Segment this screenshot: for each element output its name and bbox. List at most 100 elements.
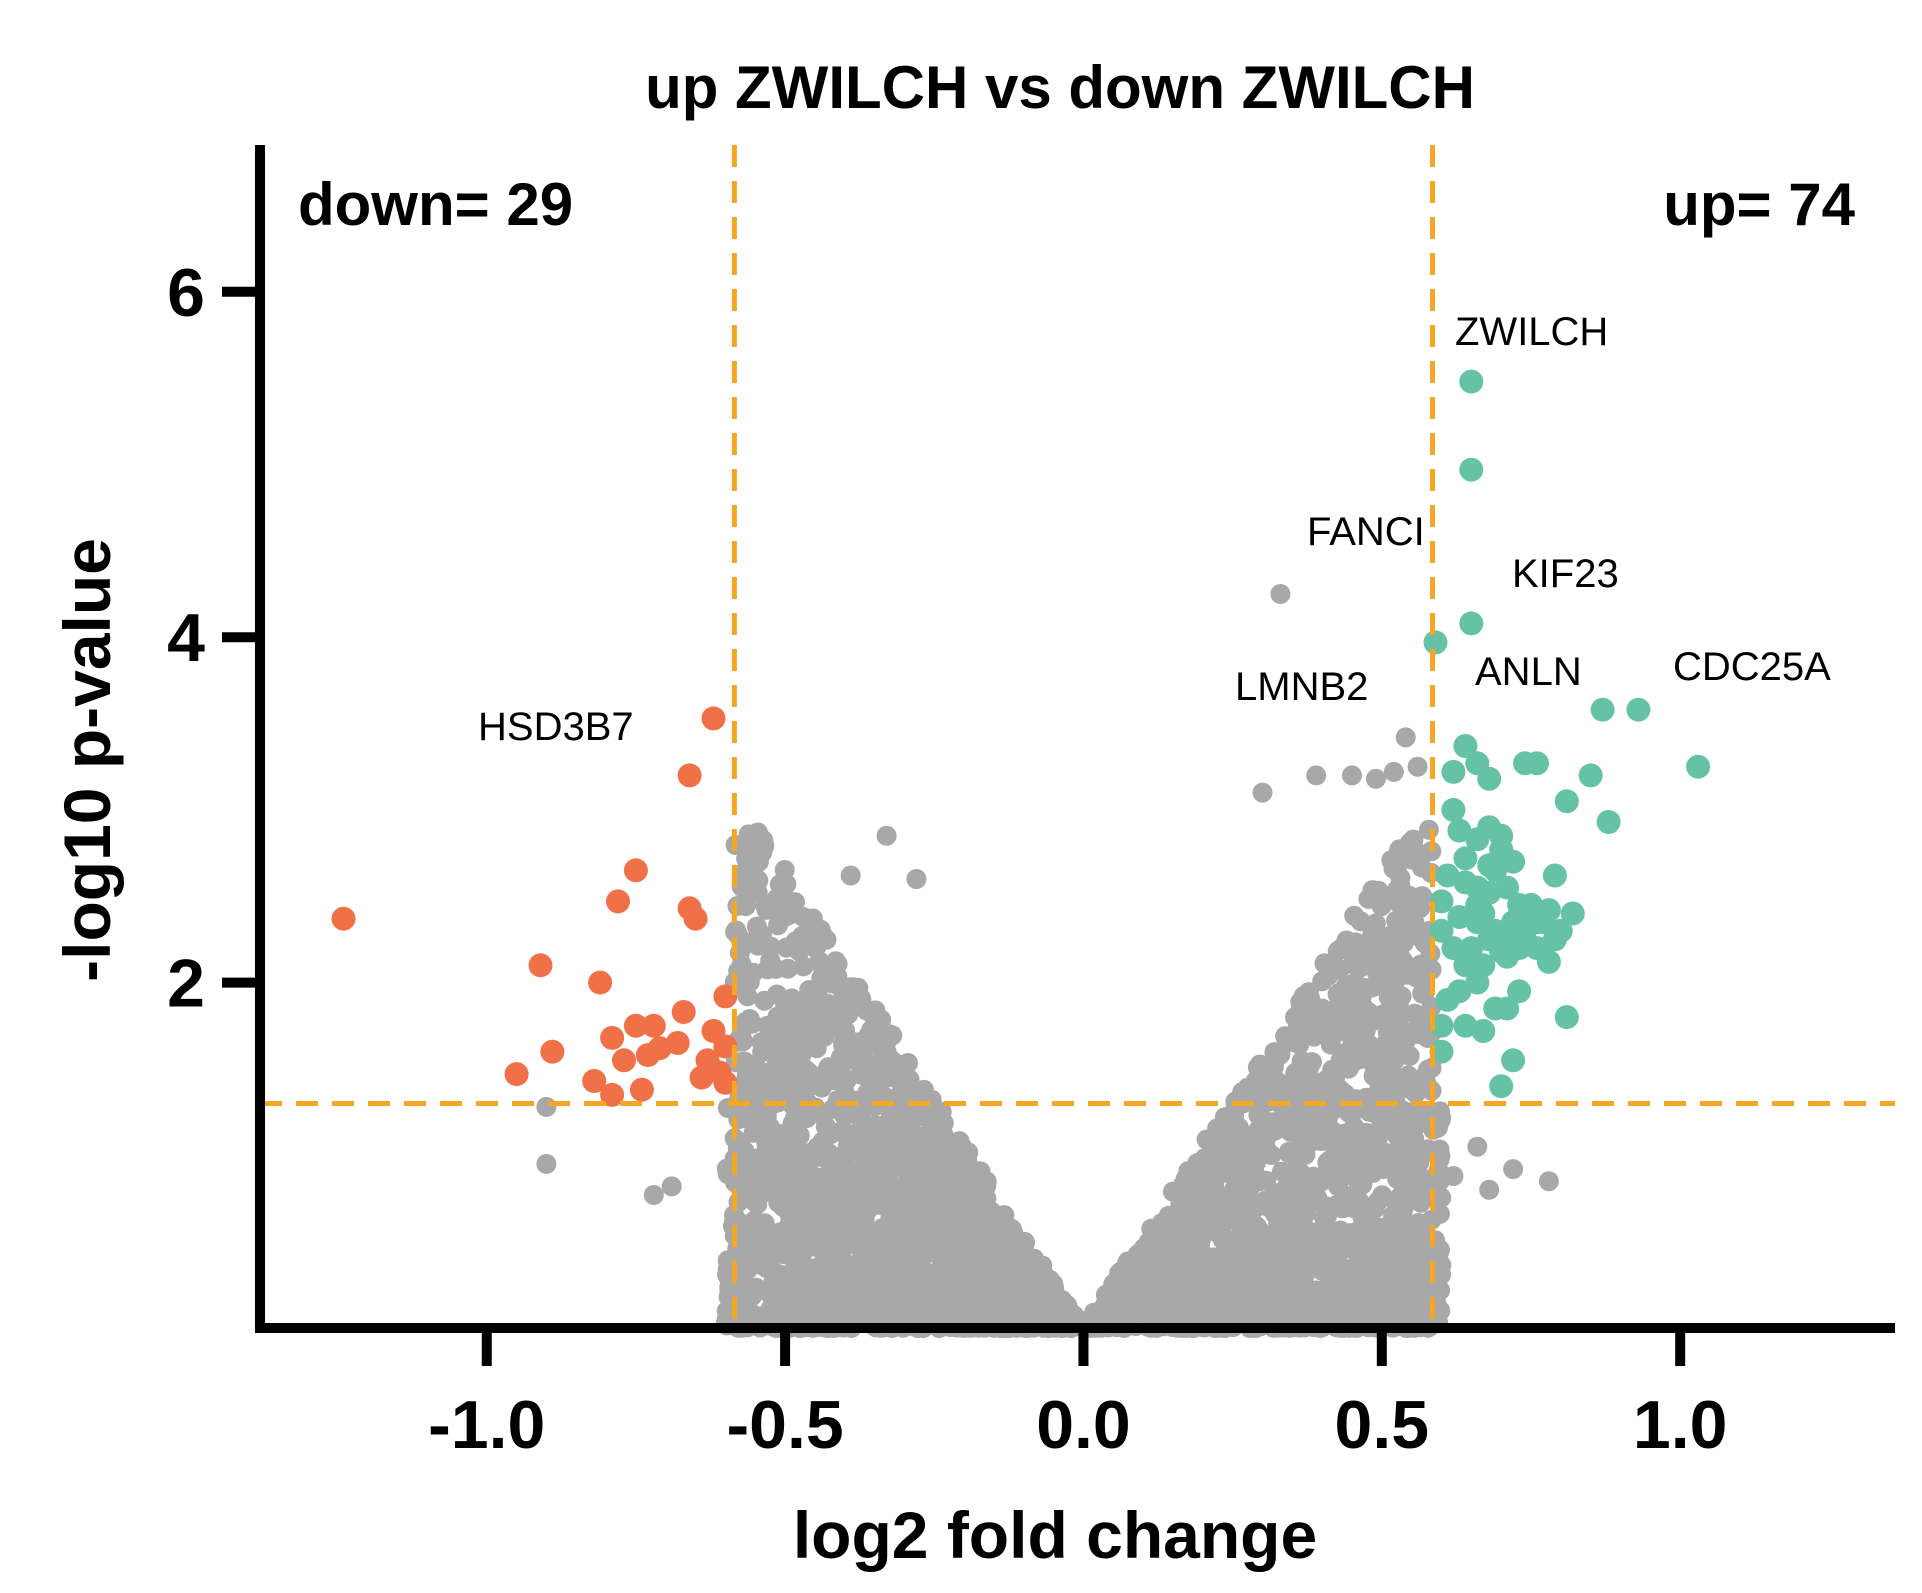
ns-point: [1239, 1177, 1260, 1198]
ns-point: [1405, 917, 1426, 938]
up-point: [1554, 1005, 1579, 1030]
ns-point: [728, 1192, 749, 1212]
ns-point: [828, 1288, 849, 1308]
axes: [222, 145, 1895, 1366]
ns-point: [1334, 1044, 1355, 1065]
ns-point: [1227, 1204, 1248, 1225]
ns-point: [763, 1272, 784, 1292]
ns-point: [795, 1278, 816, 1299]
gene-label-zwilch: ZWILCH: [1455, 310, 1608, 354]
up-point: [1459, 457, 1484, 482]
ns-point: [1392, 1020, 1413, 1041]
up-point: [1507, 979, 1532, 1004]
ns-point: [976, 1176, 997, 1197]
ns-point: [1153, 1298, 1174, 1319]
ns-point: [926, 1111, 947, 1132]
ns-point: [1197, 1302, 1218, 1323]
up-point: [1459, 611, 1484, 636]
x-tick-label: 0.0: [1036, 1387, 1131, 1463]
ns-point: [889, 1226, 910, 1247]
ns-point: [1385, 991, 1406, 1011]
ns-point: [1279, 1141, 1299, 1162]
ns-point: [836, 1003, 857, 1023]
ns-point: [821, 973, 842, 994]
ns-point: [831, 1064, 852, 1085]
tick-labels: -1.0 -0.5 0.0 0.5 1.0 2 4 6: [167, 255, 1727, 1463]
ns-point: [793, 956, 814, 977]
ns-point: [1430, 1300, 1451, 1321]
up-point: [1530, 910, 1555, 935]
ns-point: [935, 1212, 956, 1232]
ns-point: [830, 1047, 851, 1068]
ns-point: [1336, 975, 1357, 996]
ns-point: [895, 1111, 916, 1132]
ns-point: [1375, 1034, 1396, 1054]
ns-point: [1254, 1062, 1275, 1083]
ns-point: [760, 936, 781, 957]
ns-point: [536, 1096, 557, 1117]
ns-point: [536, 1153, 557, 1174]
ns-point: [1186, 1286, 1207, 1307]
ns-point: [1236, 1230, 1257, 1251]
ns-point: [914, 1079, 934, 1100]
ns-point: [864, 1006, 884, 1027]
ns-point: [1317, 1152, 1338, 1173]
ns-point: [1223, 1144, 1244, 1165]
ns-point: [1372, 942, 1393, 963]
ns-point: [782, 1172, 803, 1193]
up-point: [1501, 849, 1526, 874]
threshold-lines: [260, 145, 1895, 1328]
ns-point: [788, 1062, 809, 1083]
up-point: [1525, 936, 1549, 961]
ns-point: [1377, 1291, 1398, 1312]
ns-point: [1443, 1166, 1464, 1186]
ns-point: [1173, 1302, 1194, 1323]
ns-point: [1408, 1213, 1429, 1233]
down-point: [540, 1039, 565, 1064]
ns-point: [1270, 584, 1291, 604]
ns-point: [1319, 1263, 1339, 1284]
down-point: [582, 1069, 607, 1093]
up-point: [1423, 630, 1448, 655]
ns-point: [812, 1203, 833, 1223]
x-tick-label: 0.5: [1335, 1387, 1430, 1463]
ns-point: [887, 1137, 908, 1158]
ns-point: [790, 1030, 811, 1051]
down-point: [623, 1013, 648, 1038]
ns-point: [1033, 1265, 1054, 1286]
down-point: [701, 706, 726, 731]
ns-point: [776, 1137, 797, 1158]
down-point: [713, 1070, 738, 1095]
ns-point: [1168, 1243, 1189, 1264]
ns-point: [1239, 1297, 1260, 1318]
ns-point: [1244, 1076, 1265, 1097]
ns-point: [804, 1177, 825, 1198]
y-tick-label: 2: [167, 946, 205, 1022]
ns-point: [1383, 1259, 1404, 1280]
ns-point: [1350, 911, 1371, 932]
down-point: [629, 1077, 654, 1102]
ns-point: [1421, 1058, 1442, 1078]
up-point: [1513, 918, 1537, 943]
ns-point: [878, 1026, 899, 1047]
up-point: [1441, 759, 1466, 784]
down-point: [641, 1013, 666, 1038]
ns-point: [1365, 768, 1386, 789]
ns-point: [979, 1254, 1000, 1275]
down-point: [683, 906, 708, 931]
up-point: [1578, 763, 1603, 788]
ns-point: [813, 1230, 834, 1251]
up-point: [1429, 1013, 1454, 1038]
ns-point: [782, 1045, 803, 1065]
up-point: [1548, 918, 1573, 943]
ns-point: [726, 920, 747, 941]
up-point: [1453, 846, 1478, 871]
ns-point: [864, 1296, 885, 1317]
up-point: [1471, 901, 1496, 926]
up-point: [1447, 818, 1472, 843]
ns-point: [1288, 1015, 1309, 1036]
y-axis-label: -log10 p-value: [50, 538, 124, 982]
ns-point: [1015, 1301, 1036, 1322]
ns-point: [1222, 1230, 1243, 1251]
